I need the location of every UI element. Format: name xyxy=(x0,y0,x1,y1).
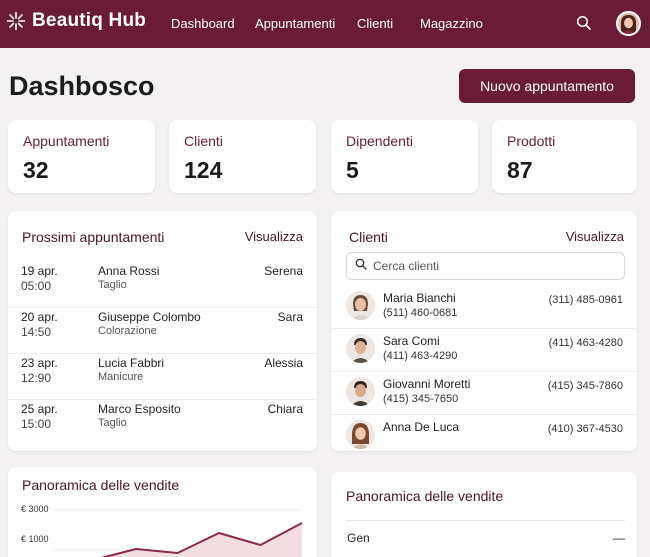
appointment-row[interactable]: 25 apr. 15:00 Marco Esposito Taglio Chia… xyxy=(8,400,318,446)
stat-label: Appuntamenti xyxy=(23,133,110,149)
client-row[interactable]: Sara Comi (411) 463-4290 (411) 463-4280 xyxy=(331,329,637,372)
search-icon xyxy=(355,257,367,275)
client-secondary-phone: (411) 463-4290 xyxy=(383,350,458,362)
appointment-client: Giuseppe Colombo xyxy=(98,310,201,324)
client-row[interactable]: Maria Bianchi (511) 460-0681 (311) 485-0… xyxy=(331,286,637,329)
appointment-client: Lucia Fabbri xyxy=(98,356,165,370)
client-phone: (410) 367-4530 xyxy=(547,423,623,435)
month-name: Gen xyxy=(347,531,370,545)
stat-value: 32 xyxy=(23,157,49,183)
nav-link-dashboard[interactable]: Dashboard xyxy=(171,16,235,31)
client-name: Maria Bianchi xyxy=(383,291,456,305)
client-row[interactable]: Anna De Luca (410) 367-4530 xyxy=(331,415,637,458)
client-avatar xyxy=(346,420,375,449)
stat-label: Dipendenti xyxy=(346,133,413,149)
appointment-staff: Serena xyxy=(264,264,303,278)
client-avatar xyxy=(346,334,375,363)
client-phone: (411) 463-4280 xyxy=(548,337,623,349)
appointment-staff: Sara xyxy=(277,310,303,324)
appointment-time: 14:50 xyxy=(21,325,52,339)
client-name: Giovanni Moretti xyxy=(383,377,471,391)
appointment-service: Taglio xyxy=(98,279,127,291)
appointment-service: Taglio xyxy=(98,417,127,429)
client-phone: (415) 345-7860 xyxy=(547,380,623,392)
sales-table-panel: Panoramica delle vendite Gen — xyxy=(331,472,637,557)
sparkle-logo-icon xyxy=(6,11,26,31)
sales-area-fill xyxy=(104,523,302,557)
appointments-view-link[interactable]: Visualizza xyxy=(244,229,303,244)
appointment-staff: Alessia xyxy=(264,356,303,370)
appointment-time: 15:00 xyxy=(21,417,52,431)
client-avatar xyxy=(346,377,375,406)
client-name: Anna De Luca xyxy=(383,420,460,434)
appointment-time: 05:00 xyxy=(21,279,52,293)
y-tick-label: € 3000 xyxy=(21,504,49,514)
new-appointment-button[interactable]: Nuovo appuntamento xyxy=(459,69,635,103)
appointment-service: Colorazione xyxy=(98,325,157,337)
appointments-panel: Prossimi appuntamenti Visualizza 19 apr.… xyxy=(8,211,318,451)
nav-link-magazzino[interactable]: Magazzino xyxy=(420,16,483,31)
brand[interactable]: Beautiq Hub xyxy=(6,10,146,32)
stat-card-appuntamenti[interactable]: Appuntamenti 32 xyxy=(8,120,155,193)
client-avatar xyxy=(346,291,375,320)
appointment-client: Marco Esposito xyxy=(98,402,181,416)
appointment-date: 19 apr. xyxy=(21,264,58,278)
stat-label: Clienti xyxy=(184,133,223,149)
appointment-row[interactable]: 20 apr. 14:50 Giuseppe Colombo Colorazio… xyxy=(8,308,318,354)
month-row[interactable]: Gen — xyxy=(346,520,625,556)
appointment-service: Manicure xyxy=(98,371,144,383)
appointment-staff: Chiara xyxy=(267,402,303,416)
stat-value: 87 xyxy=(507,157,533,183)
brand-name: Beautiq Hub xyxy=(32,10,147,31)
stat-value: 5 xyxy=(346,157,359,183)
top-nav: Beautiq Hub Dashboard Appuntamenti Clien… xyxy=(0,0,650,48)
client-search-input[interactable] xyxy=(373,259,613,273)
sales-table-title: Panoramica delle vendite xyxy=(346,488,504,504)
y-tick-label: € 1000 xyxy=(21,534,49,544)
client-secondary-phone: (415) 345-7650 xyxy=(383,393,459,405)
stat-label: Prodotti xyxy=(507,133,556,149)
appointment-date: 23 apr. xyxy=(21,356,58,370)
clients-title: Clienti xyxy=(349,229,388,245)
sales-area-chart xyxy=(53,509,303,557)
stat-card-prodotti[interactable]: Prodotti 87 xyxy=(492,120,637,193)
page-title: Dashbosco xyxy=(9,71,155,101)
sales-chart-title: Panoramica delle vendite xyxy=(22,477,180,493)
appointment-row[interactable]: 19 apr. 05:00 Anna Rossi Taglio Serena xyxy=(8,262,318,308)
appointment-row[interactable]: 23 apr. 12:90 Lucia Fabbri Manicure Ales… xyxy=(8,354,318,400)
client-search-box xyxy=(346,252,625,280)
client-name: Sara Comi xyxy=(383,334,440,348)
appointment-time: 12:90 xyxy=(21,371,52,385)
appointment-date: 20 apr. xyxy=(21,310,58,324)
stat-value: 124 xyxy=(184,157,223,183)
appointments-title: Prossimi appuntamenti xyxy=(22,229,165,245)
search-icon[interactable] xyxy=(576,15,592,36)
nav-link-appuntamenti[interactable]: Appuntamenti xyxy=(255,16,336,31)
stat-card-clienti[interactable]: Clienti 124 xyxy=(169,120,316,193)
month-value: — xyxy=(613,531,625,545)
client-row[interactable]: Giovanni Moretti (415) 345-7650 (415) 34… xyxy=(331,372,637,415)
stat-card-dipendenti[interactable]: Dipendenti 5 xyxy=(331,120,478,193)
sales-chart-panel: Panoramica delle vendite € 3000 € 1000 xyxy=(8,467,317,557)
clients-view-link[interactable]: Visualizza xyxy=(565,229,624,244)
nav-link-clienti[interactable]: Clienti xyxy=(357,16,394,31)
appointment-date: 25 apr. xyxy=(21,402,58,416)
client-phone: (311) 485-0961 xyxy=(548,294,623,306)
client-secondary-phone: (511) 460-0681 xyxy=(383,307,458,319)
user-avatar[interactable] xyxy=(616,11,641,36)
clients-panel: Clienti Visualizza Maria Bianchi (511) 4… xyxy=(331,211,637,451)
sales-series-line xyxy=(100,522,303,557)
appointment-client: Anna Rossi xyxy=(98,264,160,278)
